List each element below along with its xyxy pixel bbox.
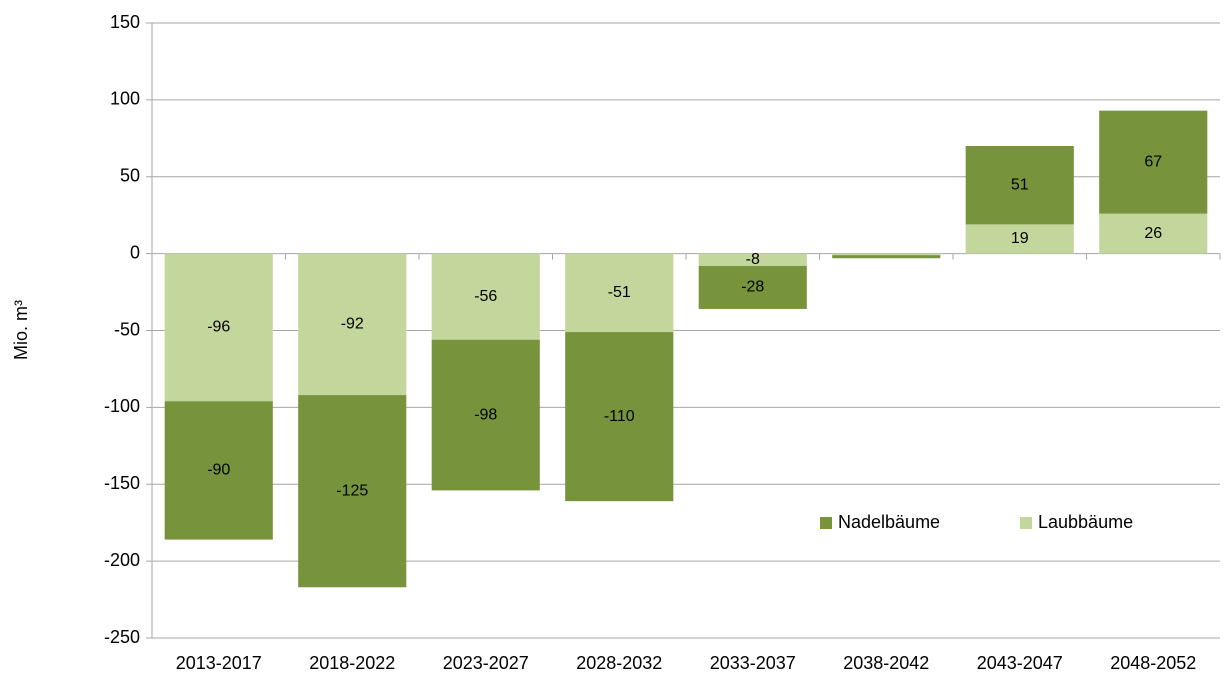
- data-label: 19: [1011, 230, 1029, 247]
- y-tick-label: -200: [104, 550, 140, 570]
- data-label: -96: [207, 319, 230, 336]
- bar-segment: [698, 265, 807, 309]
- data-label: 26: [1144, 225, 1162, 242]
- y-tick-label: 50: [120, 166, 140, 186]
- x-tick-label: 2048-2052: [1110, 653, 1196, 673]
- data-label: -28: [741, 279, 764, 296]
- bar-segment: [965, 146, 1074, 225]
- bar-segment: [698, 253, 807, 266]
- bar-segment: [832, 253, 941, 256]
- data-label: -90: [207, 462, 230, 479]
- data-label: -56: [474, 288, 497, 305]
- bar-segment: [431, 339, 540, 491]
- y-tick-label: 100: [110, 89, 140, 109]
- data-label: -98: [474, 406, 497, 423]
- y-tick-label: -250: [104, 627, 140, 647]
- x-tick-label: 2013-2017: [176, 653, 262, 673]
- bar-segment: [832, 255, 941, 259]
- y-tick-label: -150: [104, 473, 140, 493]
- legend-swatch: [1020, 517, 1032, 529]
- x-tick-label: 2018-2022: [309, 653, 395, 673]
- x-tick-label: 2033-2037: [710, 653, 796, 673]
- bar-segment: [565, 253, 674, 333]
- x-tick-label: 2043-2047: [977, 653, 1063, 673]
- data-label: -8: [746, 251, 760, 268]
- y-tick-label: 150: [110, 12, 140, 32]
- y-tick-label: -50: [114, 319, 140, 339]
- bar-segment: [965, 224, 1074, 254]
- bar-segment: [1099, 110, 1208, 214]
- y-tick-label: -100: [104, 396, 140, 416]
- bar-segment: [431, 253, 540, 340]
- bar-segment: [565, 332, 674, 502]
- bar-segment: [1099, 213, 1208, 254]
- data-label: 67: [1144, 153, 1162, 170]
- x-tick-label: 2023-2027: [443, 653, 529, 673]
- legend-label: Laubbäume: [1038, 512, 1133, 532]
- bar-segment: [164, 401, 273, 540]
- x-tick-label: 2028-2032: [576, 653, 662, 673]
- data-label: -51: [608, 284, 631, 301]
- data-label: -110: [604, 408, 635, 425]
- data-label: -125: [336, 482, 368, 499]
- data-label: 51: [1011, 176, 1029, 193]
- x-tick-label: 2038-2042: [843, 653, 929, 673]
- legend-swatch: [820, 517, 832, 529]
- y-axis-label: Mio. m³: [11, 300, 31, 360]
- data-label: -92: [341, 316, 364, 333]
- bar-segment: [298, 395, 407, 588]
- legend-label: Nadelbäume: [838, 512, 940, 532]
- bar-segment: [164, 253, 273, 402]
- bar-segment: [298, 253, 407, 396]
- y-tick-label: 0: [130, 242, 140, 262]
